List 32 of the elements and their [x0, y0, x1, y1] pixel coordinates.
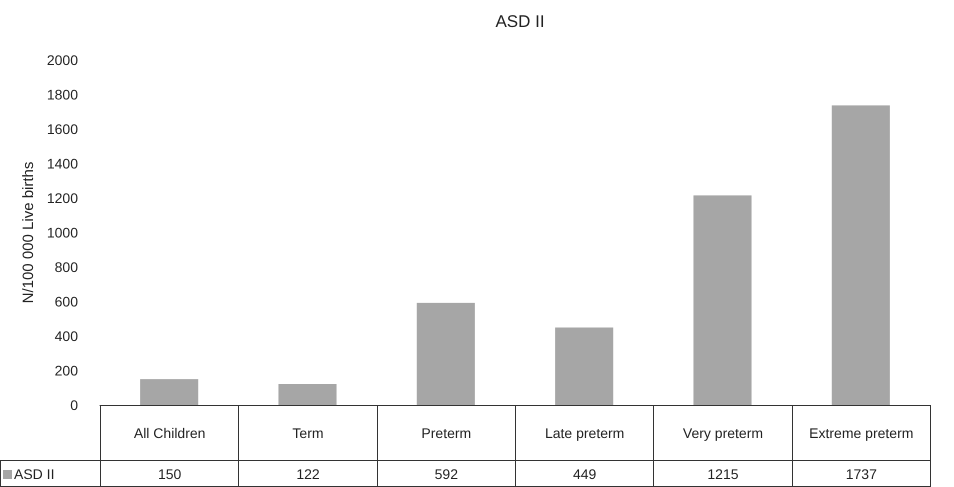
data-label: 122: [238, 460, 378, 486]
data-label: 449: [515, 460, 654, 486]
x-tick-label: All Children: [100, 406, 239, 460]
y-tick-label: 1600: [46, 121, 78, 137]
y-tick-label: 2000: [46, 52, 78, 68]
data-label: 1737: [792, 460, 930, 486]
x-tick-label: Late preterm: [515, 406, 654, 460]
bar: [416, 302, 475, 405]
bar: [555, 328, 614, 405]
data-label: 592: [377, 460, 516, 486]
data-label: 1215: [654, 460, 792, 486]
chart-title: ASD II: [495, 12, 545, 31]
y-tick-label: 400: [54, 328, 78, 344]
y-tick-label: 1400: [46, 156, 78, 172]
y-tick-label: 0: [70, 397, 78, 413]
x-tick-label: Term: [238, 406, 378, 460]
bar: [693, 195, 752, 405]
bar: [832, 105, 890, 405]
y-tick-label: 800: [54, 259, 78, 275]
legend-label: ASD II: [0, 460, 100, 486]
y-tick-label: 1000: [46, 224, 78, 240]
y-axis-title: N/100 000 Live births: [20, 162, 37, 304]
bar: [278, 384, 337, 405]
y-tick-label: 600: [54, 294, 78, 310]
y-tick-label: 1200: [46, 190, 78, 206]
x-tick-label: Extreme preterm: [792, 406, 930, 460]
x-tick-label: Very preterm: [654, 406, 792, 460]
y-tick-label: 1800: [46, 86, 78, 102]
data-label: 150: [100, 460, 239, 486]
y-tick-label: 200: [54, 362, 78, 378]
x-tick-label: Preterm: [377, 406, 516, 460]
bar: [140, 379, 198, 405]
